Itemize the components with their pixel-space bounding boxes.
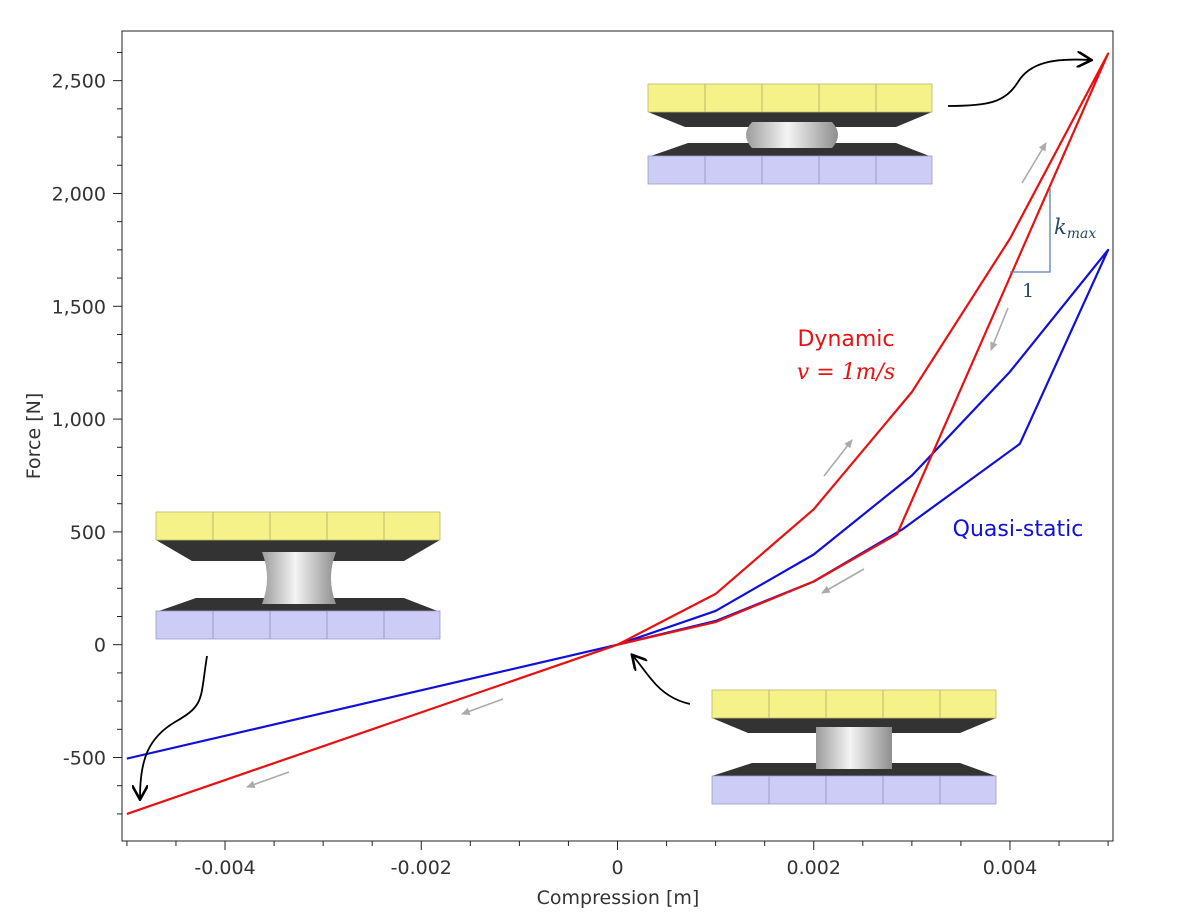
series-line-quasi-static xyxy=(126,248,1110,760)
direction-arrow xyxy=(821,568,865,594)
pointer-arrow-tension xyxy=(140,655,208,798)
series-layer xyxy=(126,52,1110,815)
series-line-dynamic xyxy=(126,52,1110,815)
pointer-arrow-compressed xyxy=(947,60,1090,107)
quasi-static-label: Quasi-static xyxy=(953,517,1084,542)
y-tick-label: 2,000 xyxy=(52,183,106,205)
x-tick-label: 0 xyxy=(611,857,623,879)
x-tick-label: -0.004 xyxy=(194,857,255,879)
y-axis-title: Force [N] xyxy=(23,393,45,479)
direction-arrow xyxy=(461,698,504,715)
x-axis-title: Compression [m] xyxy=(537,887,700,909)
dynamic-equation: v = 1m/s xyxy=(797,360,895,385)
y-tick-label: -500 xyxy=(63,748,106,770)
direction-arrow xyxy=(823,439,853,477)
slope-label: kmax xyxy=(1054,215,1096,242)
y-tick-label: 1,500 xyxy=(52,296,106,318)
direction-arrows xyxy=(246,142,1047,789)
x-tick-label: 0.004 xyxy=(983,857,1037,879)
y-tick-label: 0 xyxy=(94,635,106,657)
slope-run-label: 1 xyxy=(1022,280,1034,302)
direction-arrow xyxy=(1021,142,1047,184)
y-tick-label: 500 xyxy=(70,522,106,544)
y-tick-label: 2,500 xyxy=(52,71,106,93)
pointer-arrow-undeformed xyxy=(633,656,691,705)
specimen-illustration-compressed xyxy=(647,83,933,185)
x-tick-label: -0.002 xyxy=(391,857,452,879)
y-tick-label: 1,000 xyxy=(52,409,106,431)
ticks-layer: -0.004 -0.002 0 0.002 0.004 -500 0 500 1,000 1,50… xyxy=(52,51,1109,879)
specimen-illustration-tension xyxy=(155,511,441,640)
direction-arrow xyxy=(990,307,1009,351)
direction-arrow xyxy=(246,771,290,789)
x-tick-label: 0.002 xyxy=(787,857,841,879)
dynamic-label: Dynamic xyxy=(797,327,894,352)
slope-triangle xyxy=(1010,188,1051,273)
specimen-illustration-undeformed xyxy=(711,689,997,805)
